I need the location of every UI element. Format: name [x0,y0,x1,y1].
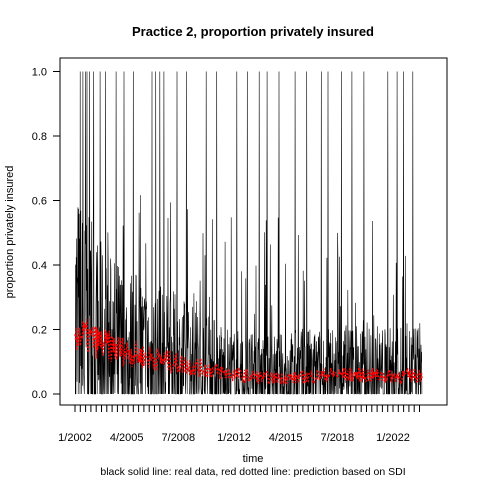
chart-caption: black solid line: real data, red dotted … [100,466,405,478]
x-tick-label: 7/2018 [321,432,355,444]
y-tick-label: 0.8 [32,131,47,143]
real-data-line [75,71,423,395]
y-tick-label: 0.6 [32,196,47,208]
chart-title: Practice 2, proportion privately insured [132,24,374,39]
x-axis-label: time [243,453,264,465]
prediction-line [74,319,423,386]
x-tick-label: 4/2005 [110,432,144,444]
y-axis: 0.0 0.2 0.4 0.6 0.8 1.0 [32,67,61,401]
x-tick-label: 1/2002 [58,432,92,444]
x-tick-label: 1/2022 [376,432,410,444]
y-axis-label: proportion privately insured [4,166,16,299]
x-axis: 1/2002 4/2005 7/2008 1/2012 4/2015 7/2018 1/20… [58,404,420,444]
series-group [74,71,423,395]
plot-area [74,71,423,395]
y-tick-label: 0.4 [32,260,47,272]
y-tick-label: 0.2 [32,325,47,337]
y-tick-label: 0.0 [32,389,47,401]
x-tick-label: 1/2012 [217,432,251,444]
x-tick-label: 7/2008 [162,432,196,444]
y-tick-label: 1.0 [32,67,47,79]
x-tick-label: 4/2015 [269,432,303,444]
